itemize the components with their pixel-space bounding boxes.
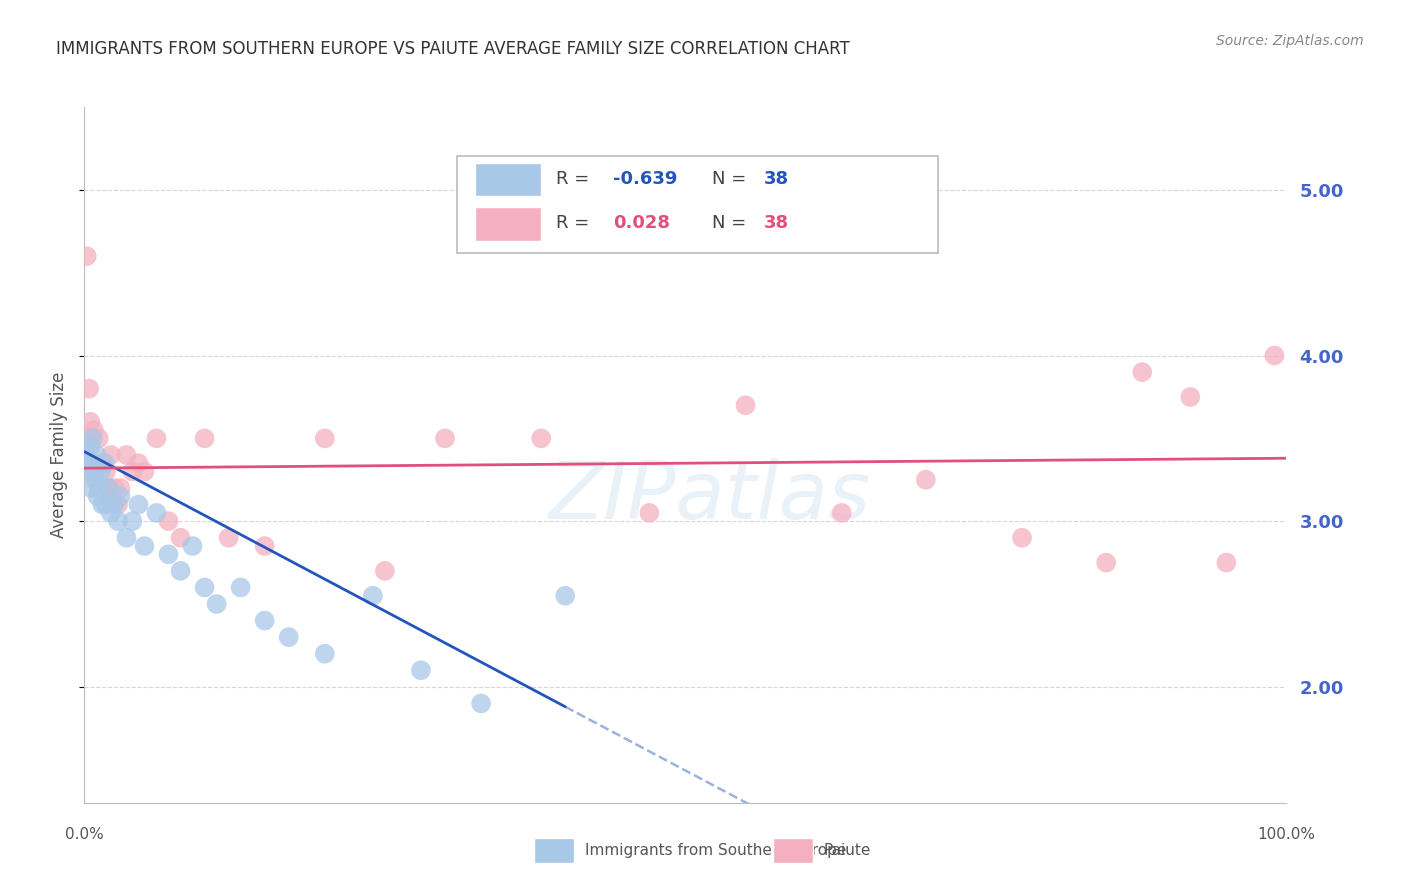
Text: Immigrants from Southern Europe: Immigrants from Southern Europe (585, 843, 846, 857)
Text: Paiute: Paiute (824, 843, 872, 857)
Point (157, 514, 180, 528)
Y-axis label: Average Family Size: Average Family Size (51, 372, 69, 538)
Point (127, 456, 149, 470)
Point (1215, 556, 1237, 570)
Point (734, 398, 756, 412)
Point (314, 431, 336, 445)
Point (169, 564, 191, 578)
Point (169, 531, 191, 545)
Point (253, 614, 276, 628)
Point (218, 531, 240, 545)
Point (134, 465, 156, 479)
Point (87, 481, 110, 495)
FancyBboxPatch shape (475, 162, 541, 196)
Point (83, 465, 105, 479)
Point (90, 465, 112, 479)
Point (134, 539, 156, 553)
Text: Source: ZipAtlas.com: Source: ZipAtlas.com (1216, 34, 1364, 48)
Point (97, 481, 120, 495)
Point (100, 448, 122, 462)
Point (86, 465, 108, 479)
Point (1011, 531, 1033, 545)
Point (77, 382, 100, 396)
Text: 38: 38 (763, 169, 789, 187)
Point (205, 597, 228, 611)
Point (83, 423, 105, 437)
Point (110, 489, 132, 503)
Point (76, 448, 98, 462)
Point (79, 415, 101, 429)
Point (314, 647, 336, 661)
Point (107, 498, 129, 512)
Point (831, 506, 853, 520)
Point (530, 431, 553, 445)
Point (77, 465, 100, 479)
Point (181, 539, 204, 553)
Point (80, 481, 103, 495)
Point (194, 431, 217, 445)
Text: -0.639: -0.639 (613, 169, 678, 187)
Point (277, 630, 299, 644)
Point (121, 514, 143, 528)
Text: 100.0%: 100.0% (1257, 827, 1316, 841)
Point (638, 506, 661, 520)
Point (97, 481, 120, 495)
Point (1095, 556, 1118, 570)
Point (145, 506, 167, 520)
Point (100, 506, 122, 520)
Text: ZIPatlas: ZIPatlas (548, 458, 870, 536)
Point (229, 581, 252, 595)
Point (554, 589, 576, 603)
Text: R =: R = (555, 214, 600, 232)
Point (374, 564, 396, 578)
Point (121, 465, 143, 479)
Text: IMMIGRANTS FROM SOUTHERN EUROPE VS PAIUTE AVERAGE FAMILY SIZE CORRELATION CHART: IMMIGRANTS FROM SOUTHERN EUROPE VS PAIUT… (56, 40, 851, 58)
Point (1180, 390, 1202, 404)
FancyBboxPatch shape (457, 156, 938, 253)
Point (470, 697, 492, 711)
Point (80, 431, 103, 445)
Point (409, 663, 432, 677)
Point (79, 440, 101, 454)
Point (110, 481, 132, 495)
Point (94, 498, 117, 512)
Point (84, 473, 107, 487)
Text: 0.0%: 0.0% (65, 827, 104, 841)
Point (82, 431, 104, 445)
Text: 0.028: 0.028 (613, 214, 671, 232)
Point (76, 249, 98, 263)
Point (434, 431, 457, 445)
Point (86, 489, 108, 503)
Point (107, 514, 129, 528)
Point (1263, 349, 1285, 363)
Text: 38: 38 (763, 214, 789, 232)
Point (194, 581, 217, 595)
Point (115, 448, 138, 462)
Point (115, 531, 138, 545)
Point (361, 589, 384, 603)
Point (94, 465, 117, 479)
Text: R =: R = (555, 169, 595, 187)
Point (253, 539, 276, 553)
Point (86, 448, 108, 462)
Point (915, 473, 938, 487)
Point (94, 456, 117, 470)
Point (1130, 365, 1153, 379)
Point (91, 498, 114, 512)
Point (145, 431, 167, 445)
Point (157, 547, 180, 561)
FancyBboxPatch shape (475, 207, 541, 241)
Point (91, 456, 114, 470)
Point (87, 431, 110, 445)
Text: N =: N = (711, 214, 752, 232)
Point (77, 456, 100, 470)
Point (103, 481, 125, 495)
Text: N =: N = (711, 169, 752, 187)
Point (127, 498, 149, 512)
Point (103, 498, 125, 512)
